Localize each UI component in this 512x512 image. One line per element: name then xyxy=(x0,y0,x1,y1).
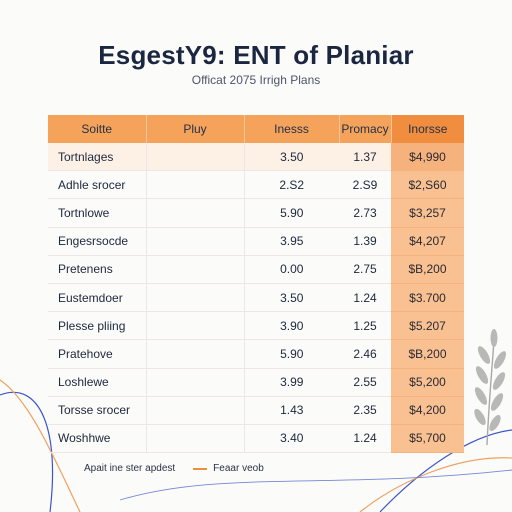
cell-ines: 3.50 xyxy=(244,143,339,172)
cell-primacy: 2.75 xyxy=(339,255,391,284)
cell-name: Adhle srocer xyxy=(48,170,147,200)
column-header-income[interactable]: Inorsse xyxy=(391,115,464,143)
cell-income: $2,S60 xyxy=(391,170,464,200)
table-row: Pratehove 5.90 2.46 $B,200 xyxy=(48,339,464,369)
cell-name: Engesrsocde xyxy=(48,227,147,256)
cell-play xyxy=(146,368,245,397)
cell-ines: 3.50 xyxy=(244,283,339,313)
table-row: Tortnlages 3.50 1.37 $4,990 xyxy=(48,143,464,172)
cell-play xyxy=(146,143,245,172)
cell-name: Loshlewe xyxy=(48,368,147,397)
table-row: Plesse pliing 3.90 1.25 $5.207 xyxy=(48,311,464,341)
cell-primacy: 1.24 xyxy=(339,424,391,454)
table-row: Torsse srocer 1.43 2.35 $4,200 xyxy=(48,396,464,425)
column-header-play[interactable]: Pluy xyxy=(146,115,245,143)
cell-name: Tortnlages xyxy=(48,143,147,172)
cell-play xyxy=(146,396,245,425)
cell-play xyxy=(146,255,245,284)
cell-primacy: 1.39 xyxy=(339,227,391,256)
blue-curve-bottom xyxy=(119,469,512,501)
table-row: Eustemdoer 3.50 1.24 $3.700 xyxy=(48,283,464,313)
column-header-ines[interactable]: Inesss xyxy=(244,115,340,143)
cell-play xyxy=(146,424,245,454)
page-subtitle: Officat 2075 Irrigh Plans xyxy=(191,73,321,87)
cell-ines: 3.40 xyxy=(244,424,339,454)
plans-table-container: Soitte Pluy Inesss Promacy Inorsse Tortn… xyxy=(48,115,464,454)
cell-name: Woshhwe xyxy=(48,424,147,454)
column-header-name[interactable]: Soitte xyxy=(48,115,147,143)
cell-ines: 3.95 xyxy=(244,227,339,256)
cell-ines: 1.43 xyxy=(244,396,339,425)
cell-income: $4,200 xyxy=(391,396,464,425)
cell-name: Pretenens xyxy=(48,255,147,284)
table-row: Woshhwe 3.40 1.24 $5,700 xyxy=(48,424,464,454)
orange-curve-right xyxy=(359,457,512,512)
legend-item-label: Feaar veob xyxy=(213,463,264,474)
cell-primacy: 1.25 xyxy=(339,311,391,341)
table-row: Engesrsocde 3.95 1.39 $4,207 xyxy=(48,227,464,256)
cell-income: $5.207 xyxy=(391,311,464,341)
cell-play xyxy=(146,227,245,256)
cell-name: Plesse pliing xyxy=(48,311,147,341)
cell-ines: 3.99 xyxy=(244,368,339,397)
table-body: Tortnlages 3.50 1.37 $4,990 Adhle srocer… xyxy=(48,143,464,454)
legend: Apait ine ster apdest Feaar veob xyxy=(84,463,264,474)
page-title: EsgestY9: ENT of Planiar xyxy=(98,40,414,70)
cell-income: $5,200 xyxy=(391,368,464,397)
cell-primacy: 2.55 xyxy=(339,368,391,397)
table-row: Adhle srocer 2.S2 2.S9 $2,S60 xyxy=(48,170,464,200)
cell-income: $B,200 xyxy=(391,339,464,369)
table-row: Loshlewe 3.99 2.55 $5,200 xyxy=(48,368,464,397)
cell-primacy: 2.35 xyxy=(339,396,391,425)
cell-income: $3.700 xyxy=(391,283,464,313)
table-row: Tortnlowe 5.90 2.73 $3,257 xyxy=(48,198,464,228)
cell-play xyxy=(146,339,245,369)
cell-primacy: 2.46 xyxy=(339,339,391,369)
cell-play xyxy=(146,198,245,228)
cell-income: $4,207 xyxy=(391,227,464,256)
cell-name: Pratehove xyxy=(48,339,147,369)
cell-primacy: 1.37 xyxy=(339,143,391,172)
cell-income: $5,700 xyxy=(391,424,464,454)
cell-name: Eustemdoer xyxy=(48,283,147,313)
legend-swatch xyxy=(193,467,208,470)
cell-play xyxy=(146,170,245,200)
cell-ines: 2.S2 xyxy=(244,170,339,200)
table-header: Soitte Pluy Inesss Promacy Inorsse xyxy=(48,115,464,143)
cell-income: $3,257 xyxy=(391,198,464,228)
cell-income: $4,990 xyxy=(391,143,464,172)
cell-ines: 0.00 xyxy=(244,255,339,284)
legend-text: Apait ine ster apdest xyxy=(84,463,176,474)
cell-name: Tortnlowe xyxy=(48,198,147,228)
cell-play xyxy=(146,311,245,341)
cell-ines: 3.90 xyxy=(244,311,339,341)
cell-income: $B,200 xyxy=(391,255,464,284)
cell-name: Torsse srocer xyxy=(48,396,147,425)
cell-ines: 5.90 xyxy=(244,339,339,369)
blue-curve-left xyxy=(0,391,54,512)
cell-ines: 5.90 xyxy=(244,198,339,228)
cell-primacy: 2.S9 xyxy=(339,170,391,200)
plans-table: Soitte Pluy Inesss Promacy Inorsse Tortn… xyxy=(48,115,464,454)
column-header-primacy[interactable]: Promacy xyxy=(339,115,392,143)
cell-primacy: 2.73 xyxy=(339,198,391,228)
cell-primacy: 1.24 xyxy=(339,283,391,313)
table-row: Pretenens 0.00 2.75 $B,200 xyxy=(48,255,464,284)
cell-play xyxy=(146,283,245,313)
